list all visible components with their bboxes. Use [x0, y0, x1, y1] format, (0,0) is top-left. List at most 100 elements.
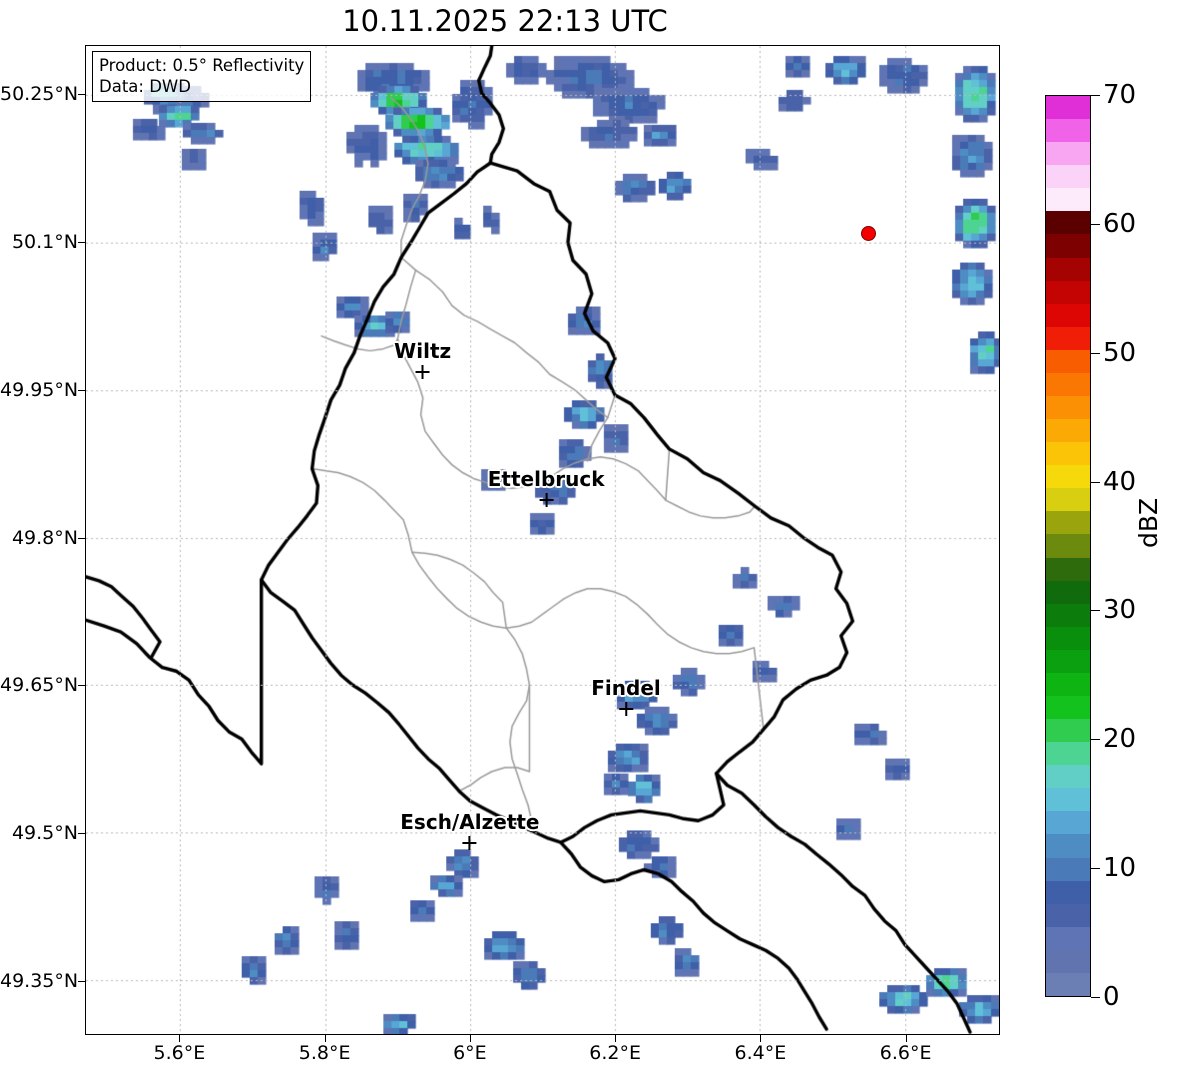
colorbar-band	[1046, 188, 1090, 212]
colorbar-tick-label: 20	[1103, 724, 1137, 755]
colorbar-band	[1046, 926, 1090, 950]
colorbar-band	[1046, 534, 1090, 558]
x-axis-tick-label: 5.6°E	[153, 1042, 206, 1064]
colorbar-tick-label: 60	[1103, 208, 1137, 239]
colorbar-band	[1046, 465, 1090, 489]
y-axis-tick	[78, 685, 85, 687]
x-axis-tick	[179, 1035, 181, 1042]
x-axis-tick-label: 5.8°E	[298, 1042, 351, 1064]
y-axis-tick	[78, 242, 85, 243]
product-info-box: Product: 0.5° Reflectivity Data: DWD	[92, 51, 312, 103]
colorbar-band	[1046, 349, 1090, 373]
colorbar-tick	[1091, 352, 1100, 354]
x-axis-tick-label: 6.4°E	[734, 1042, 787, 1064]
x-axis-tick-label: 6°E	[453, 1042, 487, 1064]
x-axis-tick-label: 6.2°E	[589, 1042, 641, 1064]
data-source-label: Data: DWD	[99, 77, 191, 97]
city-cross-icon	[415, 365, 430, 380]
city-name: Findel	[591, 676, 661, 701]
colorbar-tick-label: 70	[1103, 80, 1137, 110]
x-axis-tick	[615, 1035, 617, 1042]
product-label: Product: 0.5° Reflectivity	[99, 56, 305, 75]
colorbar-tick	[1091, 997, 1100, 998]
colorbar-band	[1046, 119, 1090, 143]
city-cross-icon	[539, 493, 554, 508]
x-axis-tick-label: 6.6°E	[879, 1042, 932, 1064]
y-axis-tick-label: 49.95°N	[0, 378, 79, 401]
colorbar-band	[1046, 857, 1090, 881]
colorbar-band	[1046, 903, 1090, 927]
city-label-esch-alzette: Esch/Alzette	[400, 810, 539, 850]
colorbar-band	[1046, 395, 1090, 420]
city-label-wiltz: Wiltz	[394, 339, 452, 380]
y-axis-tick-label: 49.65°N	[0, 674, 79, 697]
y-axis-tick-label: 49.5°N	[11, 822, 78, 845]
colorbar-band	[1046, 419, 1090, 443]
city-name: Wiltz	[394, 339, 452, 364]
colorbar-tick-label: 30	[1103, 595, 1137, 626]
colorbar-band	[1046, 511, 1090, 535]
city-name: Esch/Alzette	[400, 810, 540, 834]
colorbar-band	[1046, 695, 1090, 720]
city-name: Ettelbruck	[487, 467, 605, 492]
y-axis-tick	[78, 537, 85, 539]
colorbar-tick-label: 50	[1103, 337, 1137, 368]
x-axis-tick	[905, 1035, 907, 1042]
colorbar-band	[1046, 488, 1090, 512]
colorbar-band	[1046, 880, 1090, 904]
colorbar-tick	[1091, 223, 1100, 225]
colorbar-tick	[1091, 868, 1100, 870]
colorbar-band	[1046, 672, 1090, 696]
y-axis-tick-label: 50.25°N	[0, 83, 79, 106]
colorbar-gradient	[1045, 95, 1091, 997]
radar-site-marker[interactable]	[860, 225, 876, 241]
colorbar-tick	[1091, 739, 1100, 741]
colorbar-band	[1046, 372, 1090, 396]
colorbar-band	[1046, 603, 1090, 627]
x-axis-tick	[469, 1035, 471, 1042]
colorbar-tick-label: 10	[1103, 853, 1137, 884]
x-axis-tick	[760, 1035, 762, 1042]
colorbar-band	[1046, 165, 1090, 189]
colorbar-band	[1046, 211, 1090, 235]
colorbar-band	[1046, 280, 1090, 304]
colorbar-band	[1046, 96, 1090, 120]
y-axis-tick-label: 50.1°N	[11, 231, 78, 253]
city-cross-icon	[462, 836, 477, 850]
colorbar-axis-label: dBZ	[1134, 497, 1163, 548]
colorbar-band	[1046, 234, 1090, 258]
colorbar[interactable]	[1045, 95, 1091, 997]
colorbar-band	[1046, 303, 1090, 327]
colorbar-tick-label: 0	[1103, 982, 1120, 1012]
colorbar-tick	[1091, 481, 1100, 483]
figure-title: 10.11.2025 22:13 UTC	[342, 4, 668, 38]
y-axis-tick-label: 49.8°N	[11, 526, 78, 549]
x-axis-tick	[324, 1035, 326, 1042]
colorbar-band	[1046, 742, 1090, 766]
y-axis-tick	[78, 833, 85, 835]
colorbar-band	[1046, 949, 1090, 973]
map-plot-area[interactable]	[85, 45, 1000, 1035]
colorbar-band	[1046, 972, 1090, 996]
colorbar-tick	[1091, 610, 1100, 612]
y-axis-tick	[78, 94, 85, 96]
colorbar-band	[1046, 257, 1090, 281]
colorbar-band	[1046, 557, 1090, 581]
colorbar-tick-label: 40	[1103, 466, 1137, 497]
y-axis-tick-label: 49.35°N	[0, 969, 79, 992]
colorbar-tick	[1091, 95, 1100, 96]
colorbar-band	[1046, 142, 1090, 166]
colorbar-band	[1046, 442, 1090, 466]
city-label-ettelbruck: Ettelbruck	[487, 467, 605, 508]
colorbar-band	[1046, 811, 1090, 835]
colorbar-band	[1046, 834, 1090, 858]
city-label-findel: Findel	[591, 676, 661, 717]
y-axis-tick	[78, 980, 85, 982]
y-axis-tick	[78, 389, 85, 391]
colorbar-band	[1046, 326, 1090, 350]
colorbar-band	[1046, 719, 1090, 743]
colorbar-band	[1046, 626, 1090, 650]
colorbar-band	[1046, 788, 1090, 812]
colorbar-band	[1046, 580, 1090, 604]
